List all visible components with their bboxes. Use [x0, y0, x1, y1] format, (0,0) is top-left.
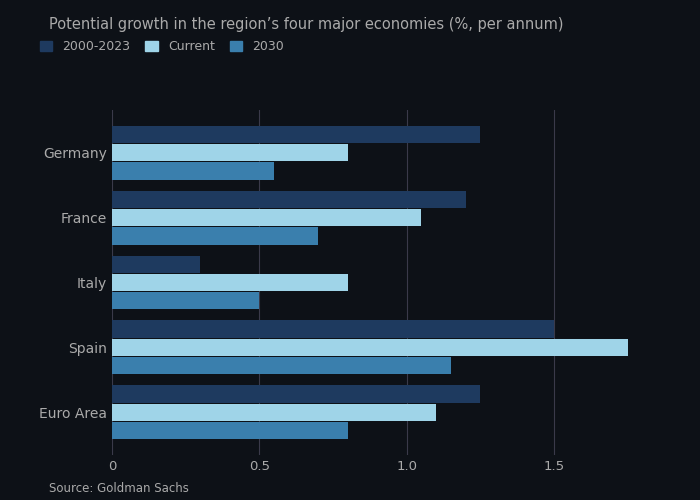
Bar	[112, 338, 628, 356]
Bar	[112, 162, 274, 180]
Bar	[112, 144, 348, 162]
Bar	[112, 256, 200, 273]
Bar	[112, 292, 260, 310]
Bar	[112, 209, 421, 226]
Bar	[112, 320, 554, 338]
Bar	[112, 227, 318, 244]
Bar	[112, 422, 348, 440]
Bar	[112, 404, 436, 421]
Legend: 2000-2023, Current, 2030: 2000-2023, Current, 2030	[40, 40, 284, 54]
Text: Source: Goldman Sachs: Source: Goldman Sachs	[49, 482, 189, 495]
Bar	[112, 274, 348, 291]
Bar	[112, 126, 480, 143]
Bar	[112, 386, 480, 403]
Text: Potential growth in the region’s four major economies (%, per annum): Potential growth in the region’s four ma…	[49, 18, 564, 32]
Bar	[112, 190, 466, 208]
Bar	[112, 357, 451, 374]
